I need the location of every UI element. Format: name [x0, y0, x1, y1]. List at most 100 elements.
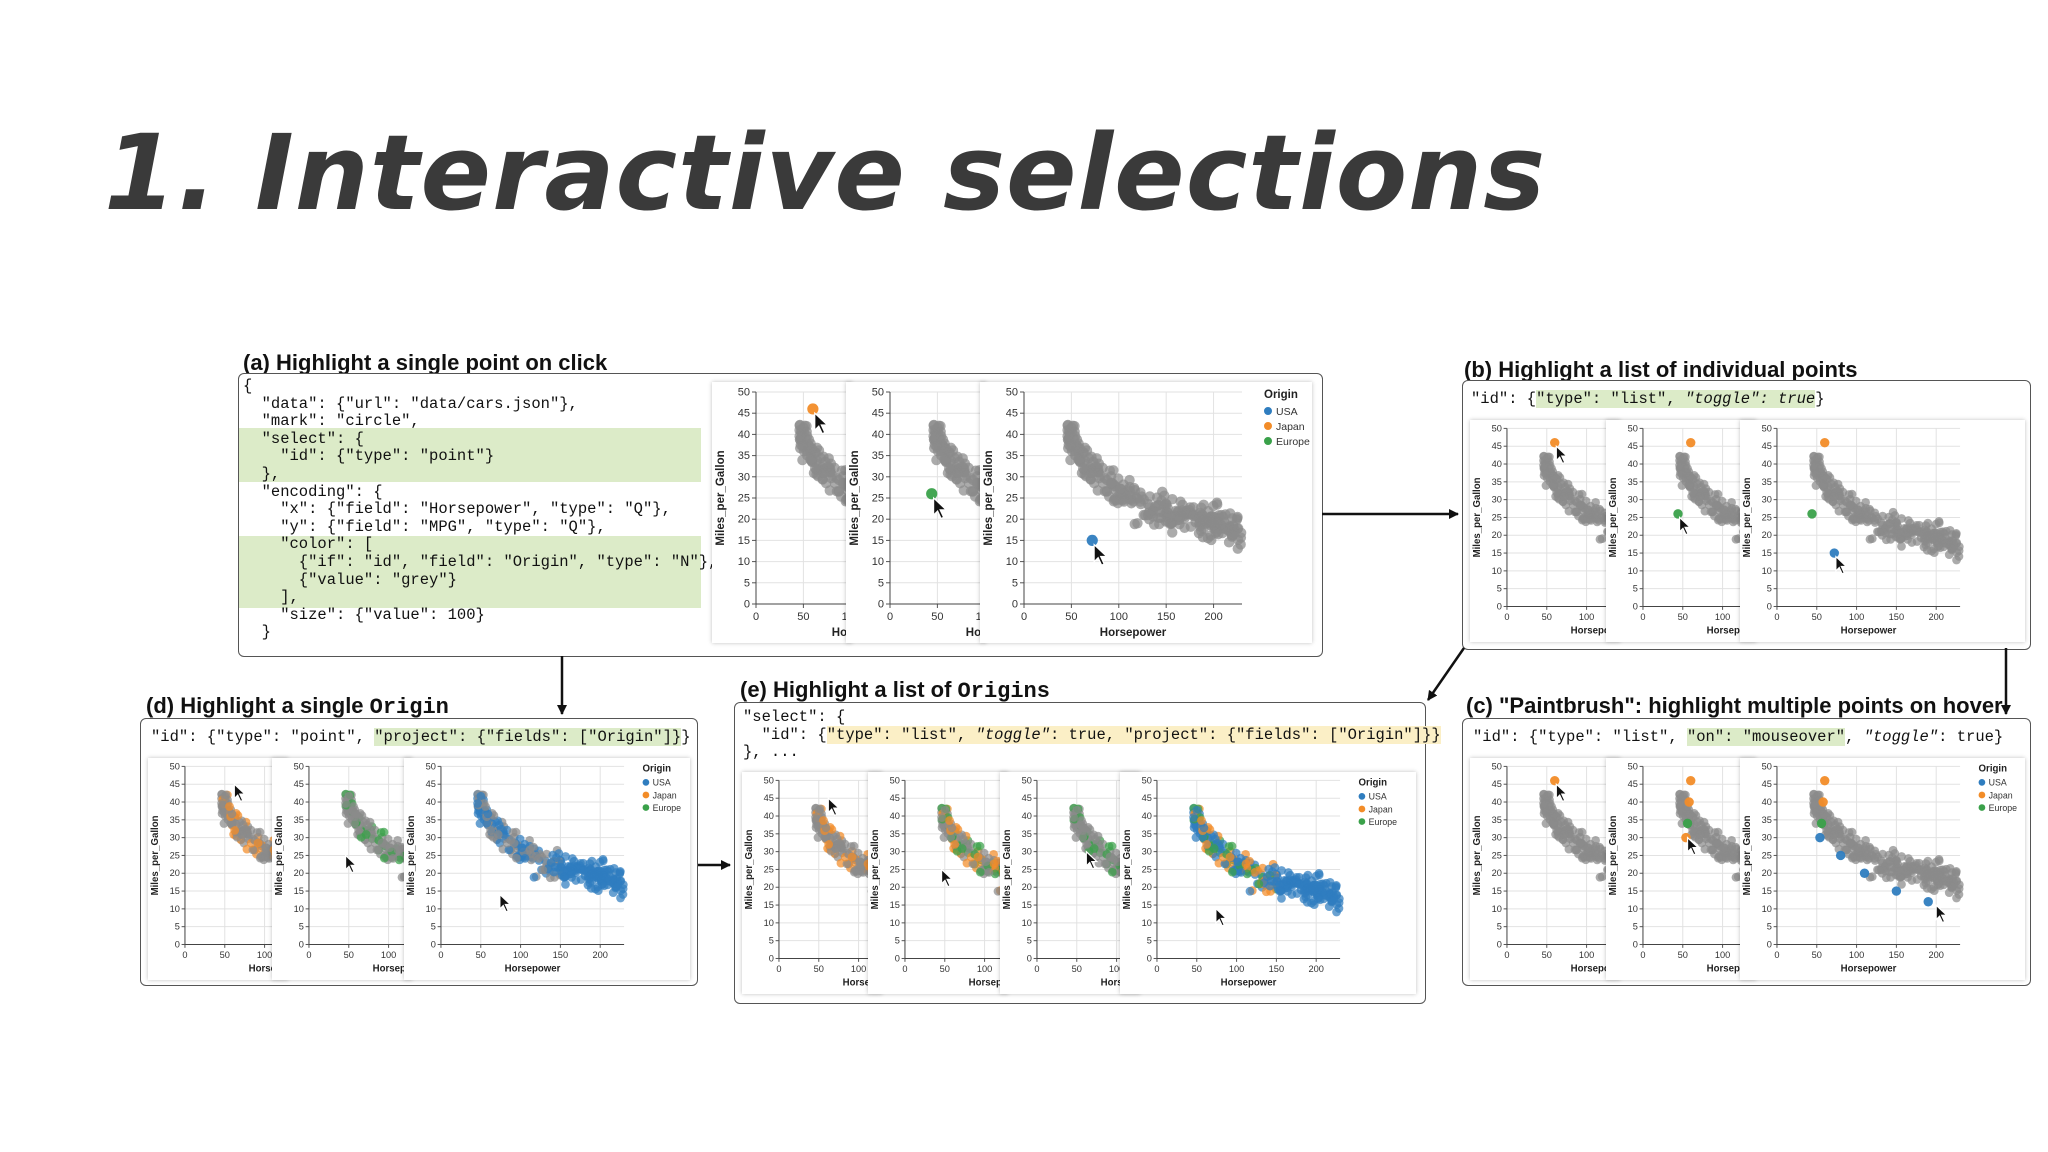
data-point[interactable]: [613, 880, 623, 890]
data-point[interactable]: [1575, 500, 1585, 510]
data-point[interactable]: [349, 802, 358, 811]
data-point[interactable]: [248, 845, 258, 855]
data-point[interactable]: [968, 859, 978, 869]
data-point[interactable]: [1220, 859, 1230, 869]
data-point[interactable]: [385, 843, 395, 853]
data-point[interactable]: [379, 853, 389, 863]
data-point[interactable]: [945, 816, 954, 825]
data-point[interactable]: [1706, 507, 1716, 517]
data-point[interactable]: [1552, 488, 1562, 497]
data-point[interactable]: [1281, 880, 1291, 890]
data-point[interactable]: [1856, 516, 1866, 525]
data-point[interactable]: [1895, 534, 1905, 544]
data-point[interactable]: [1893, 521, 1903, 531]
data-point[interactable]: [225, 802, 234, 811]
data-point[interactable]: [1140, 510, 1151, 521]
data-point[interactable]: [1332, 907, 1341, 917]
data-point[interactable]: [372, 845, 382, 855]
data-point[interactable]: [1713, 515, 1723, 525]
data-point[interactable]: [1086, 467, 1098, 479]
data-point[interactable]: [950, 840, 960, 849]
data-point[interactable]: [482, 818, 492, 828]
data-point[interactable]: [376, 828, 386, 837]
data-point[interactable]: [847, 852, 857, 862]
data-point[interactable]: [354, 826, 364, 835]
data-point[interactable]: [849, 867, 859, 877]
data-point[interactable]: [1209, 844, 1219, 853]
data-point[interactable]: [1847, 515, 1857, 525]
data-point[interactable]: [1542, 791, 1552, 801]
data-point[interactable]: [1245, 886, 1255, 896]
data-point[interactable]: [393, 845, 403, 855]
data-point[interactable]: [1162, 502, 1173, 514]
data-point[interactable]: [824, 840, 834, 849]
data-point[interactable]: [1870, 516, 1880, 525]
data-point[interactable]: [972, 842, 982, 851]
data-point[interactable]: [1886, 524, 1896, 534]
data-point[interactable]: [1539, 461, 1548, 470]
data-point[interactable]: [1113, 857, 1123, 867]
data-point[interactable]: [1165, 511, 1176, 523]
data-point[interactable]: [1077, 462, 1089, 474]
data-point[interactable]: [493, 830, 503, 839]
data-point[interactable]: [1861, 507, 1871, 517]
data-point[interactable]: [377, 838, 387, 848]
data-point[interactable]: [1077, 816, 1086, 825]
data-point[interactable]: [252, 828, 262, 837]
data-point[interactable]: [1547, 464, 1556, 473]
data-point[interactable]: [1822, 488, 1832, 497]
data-point[interactable]: [831, 486, 843, 497]
data-point[interactable]: [794, 430, 805, 442]
data-point[interactable]: [1548, 480, 1558, 490]
data-point[interactable]: [1912, 526, 1921, 536]
data-point[interactable]: [517, 843, 527, 853]
data-point[interactable]: [361, 830, 371, 839]
data-point[interactable]: [1099, 486, 1111, 497]
data-point[interactable]: [1865, 534, 1875, 544]
data-point[interactable]: [388, 854, 398, 863]
data-point[interactable]: [1224, 842, 1234, 851]
data-point[interactable]: [1577, 853, 1587, 863]
data-point[interactable]: [842, 859, 852, 869]
data-point[interactable]: [1951, 529, 1961, 538]
data-point[interactable]: [261, 843, 271, 853]
data-point[interactable]: [1583, 505, 1593, 515]
data-point[interactable]: [587, 876, 597, 886]
data-point[interactable]: [1197, 816, 1206, 825]
data-point[interactable]: [227, 809, 237, 819]
data-point[interactable]: [1675, 461, 1684, 470]
data-point[interactable]: [1215, 519, 1226, 530]
data-point[interactable]: [858, 868, 868, 877]
data-point[interactable]: [1072, 805, 1082, 815]
data-point[interactable]: [1817, 464, 1826, 473]
data-point[interactable]: [593, 886, 603, 896]
data-point[interactable]: [1266, 876, 1276, 886]
data-point[interactable]: [525, 845, 535, 855]
data-point[interactable]: [476, 791, 486, 801]
data-point[interactable]: [1559, 492, 1569, 501]
data-point[interactable]: [341, 799, 350, 808]
data-point[interactable]: [1874, 527, 1884, 537]
data-point[interactable]: [1107, 867, 1117, 877]
data-point[interactable]: [1129, 518, 1140, 530]
data-point[interactable]: [1275, 886, 1285, 896]
data-point[interactable]: [1232, 511, 1243, 523]
data-point[interactable]: [940, 443, 952, 454]
data-point[interactable]: [1888, 515, 1897, 524]
data-point[interactable]: [576, 864, 585, 874]
data-point[interactable]: [1225, 852, 1235, 862]
data-point[interactable]: [253, 838, 263, 848]
data-point[interactable]: [946, 832, 956, 842]
data-point[interactable]: [1331, 881, 1341, 890]
scatter-chart[interactable]: 05101520253035404550050100150200Horsepow…: [272, 758, 412, 980]
data-point[interactable]: [836, 465, 848, 476]
data-point[interactable]: [981, 857, 991, 867]
scatter-chart[interactable]: 05101520253035404550050100150200Horsepow…: [1000, 772, 1140, 994]
data-point[interactable]: [1189, 813, 1198, 822]
data-point[interactable]: [1683, 464, 1692, 473]
data-point[interactable]: [1177, 499, 1188, 511]
data-point[interactable]: [1719, 505, 1729, 515]
data-point[interactable]: [1079, 823, 1089, 833]
data-point[interactable]: [1254, 879, 1264, 889]
